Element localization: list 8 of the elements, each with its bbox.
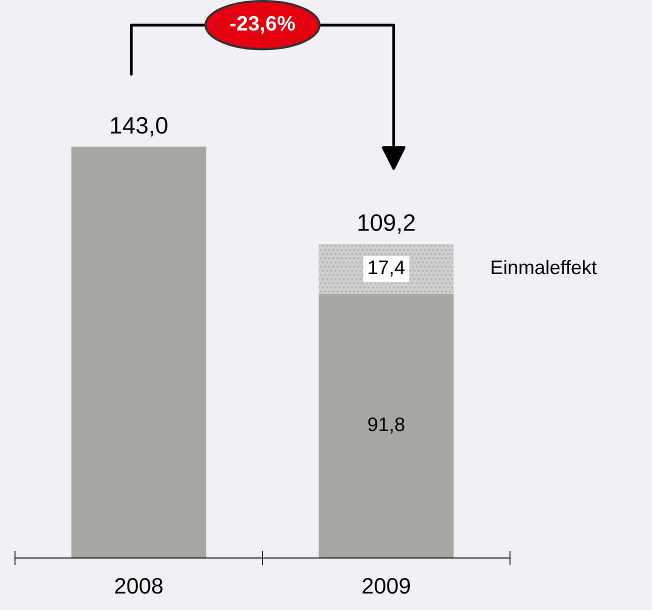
data-label: 17,4 (368, 260, 405, 277)
x-tick-label: 2008 (115, 578, 163, 594)
text: -23,6% (230, 16, 295, 34)
series-label: Einmaleffekt (492, 260, 597, 274)
x-tick-label: 2009 (362, 578, 410, 594)
data-label: 91,8 (368, 417, 404, 434)
total-label: 143,0 (111, 117, 168, 137)
total-label: 109,2 (358, 214, 415, 234)
